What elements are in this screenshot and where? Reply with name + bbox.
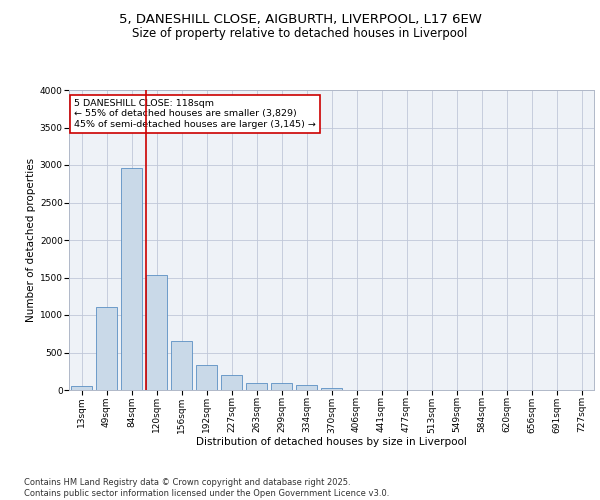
Y-axis label: Number of detached properties: Number of detached properties (26, 158, 35, 322)
Bar (221, 375, 242, 390)
Bar (71, 386, 92, 390)
Text: 5 DANESHILL CLOSE: 118sqm
← 55% of detached houses are smaller (3,829)
45% of se: 5 DANESHILL CLOSE: 118sqm ← 55% of detac… (74, 99, 316, 129)
Text: Size of property relative to detached houses in Liverpool: Size of property relative to detached ho… (133, 28, 467, 40)
Bar (321, 388, 342, 390)
X-axis label: Distribution of detached houses by size in Liverpool: Distribution of detached houses by size … (196, 437, 467, 447)
Bar (196, 364, 217, 390)
Bar (171, 341, 192, 390)
Text: Contains HM Land Registry data © Crown copyright and database right 2025.
Contai: Contains HM Land Registry data © Crown c… (24, 478, 389, 498)
Bar (146, 275, 167, 390)
Bar (246, 382, 267, 390)
Bar (96, 306, 117, 390)
Bar (296, 385, 317, 390)
Text: 5, DANESHILL CLOSE, AIGBURTH, LIVERPOOL, L17 6EW: 5, DANESHILL CLOSE, AIGBURTH, LIVERPOOL,… (119, 12, 481, 26)
Bar (121, 168, 142, 390)
Bar (271, 383, 292, 390)
